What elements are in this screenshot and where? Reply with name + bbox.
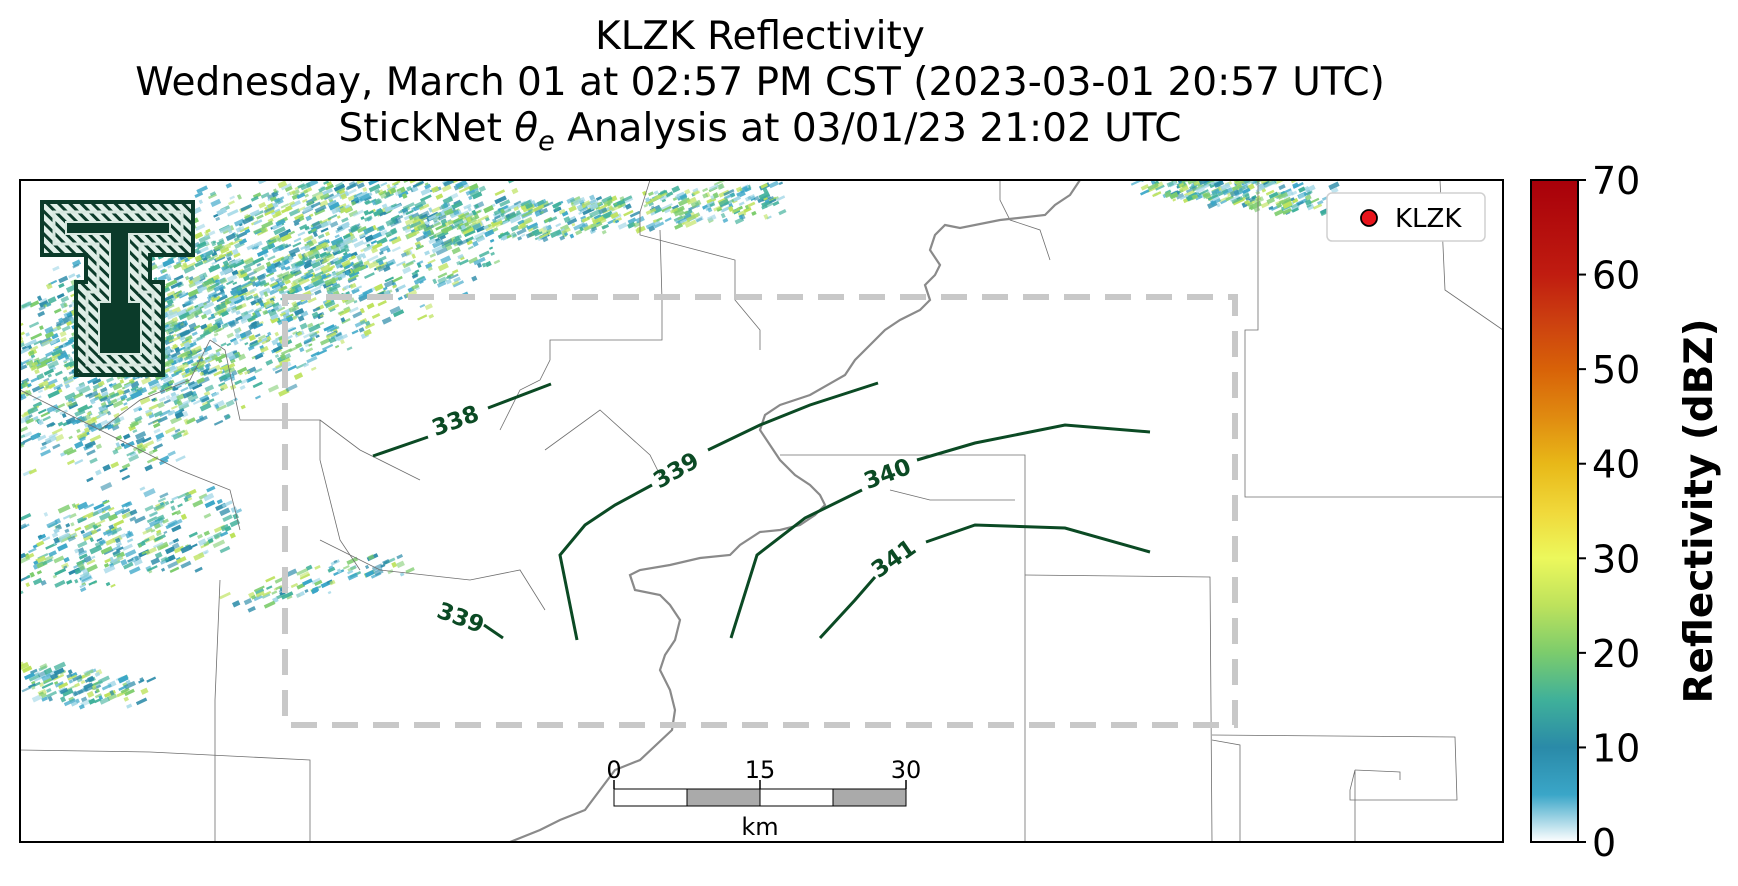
- county-line: [20, 389, 241, 531]
- title-radar: KLZK Reflectivity: [595, 14, 925, 59]
- theta-symbol: θ: [514, 106, 539, 151]
- contour-label-339-south: 339: [433, 598, 487, 639]
- county-line: [499, 229, 663, 431]
- contour-341: [818, 523, 1151, 640]
- analysis-domain-box: [282, 294, 1238, 728]
- county-line: [214, 579, 221, 842]
- legend-marker: [1360, 209, 1378, 227]
- contour-label-338: 338: [429, 401, 483, 442]
- scale-segment: [759, 788, 834, 807]
- contour-338: [372, 382, 552, 458]
- scale-segment: [613, 788, 688, 807]
- county-line: [544, 409, 661, 476]
- map-frame: [19, 179, 1504, 843]
- logo-inner-t: [52, 210, 184, 367]
- title-analysis-suffix: Analysis at 03/01/23 21:02 UTC: [554, 106, 1182, 151]
- scale-segment: [686, 788, 761, 807]
- legend: KLZK: [1326, 192, 1486, 242]
- county-line: [780, 454, 1026, 842]
- contour-label-339-north: 339: [649, 448, 704, 495]
- contour-label-340: 340: [861, 454, 915, 495]
- contour-label-341: 341: [867, 535, 921, 584]
- contour-339-north: [558, 381, 879, 641]
- contour-339-south: [483, 623, 504, 640]
- title-analysis-prefix: StickNet: [338, 106, 515, 151]
- legend-frame: [1326, 192, 1486, 242]
- scale-segment: [832, 788, 907, 807]
- county-line: [999, 180, 1051, 261]
- county-line: [639, 180, 761, 350]
- county-line: [1354, 769, 1401, 780]
- county-line: [1024, 574, 1213, 842]
- scale-label-15: 15: [745, 756, 776, 784]
- scale-bar: 0 15 30 km: [606, 756, 921, 841]
- county-line: [1244, 180, 1503, 498]
- scale-label-30: 30: [891, 756, 922, 784]
- scale-unit: km: [741, 813, 778, 841]
- county-line: [889, 489, 1015, 501]
- river: [509, 180, 1081, 842]
- county-line: [319, 419, 421, 481]
- title-datetime: Wednesday, March 01 at 02:57 PM CST (202…: [135, 60, 1385, 105]
- title-analysis: StickNet θe Analysis at 03/01/23 21:02 U…: [0, 106, 1520, 165]
- scale-label-0: 0: [606, 756, 621, 784]
- county-line: [319, 539, 546, 611]
- contour-340: [729, 423, 1151, 639]
- theta-subscript: e: [538, 125, 555, 157]
- figure-title: KLZK Reflectivity Wednesday, March 01 at…: [0, 14, 1520, 165]
- radar-echoes: [20, 180, 1342, 710]
- county-line: [99, 339, 211, 431]
- county-line: [1211, 739, 1241, 842]
- county-line: [20, 749, 311, 842]
- theta-e-contours: [372, 381, 1151, 641]
- county-boundaries: [20, 180, 1503, 842]
- double-t-logo: [40, 200, 195, 377]
- county-line: [1211, 734, 1458, 842]
- contour-labels: 338 339 339 340 341: [429, 401, 922, 639]
- legend-label: KLZK: [1395, 204, 1462, 234]
- logo-core-t: [65, 221, 171, 355]
